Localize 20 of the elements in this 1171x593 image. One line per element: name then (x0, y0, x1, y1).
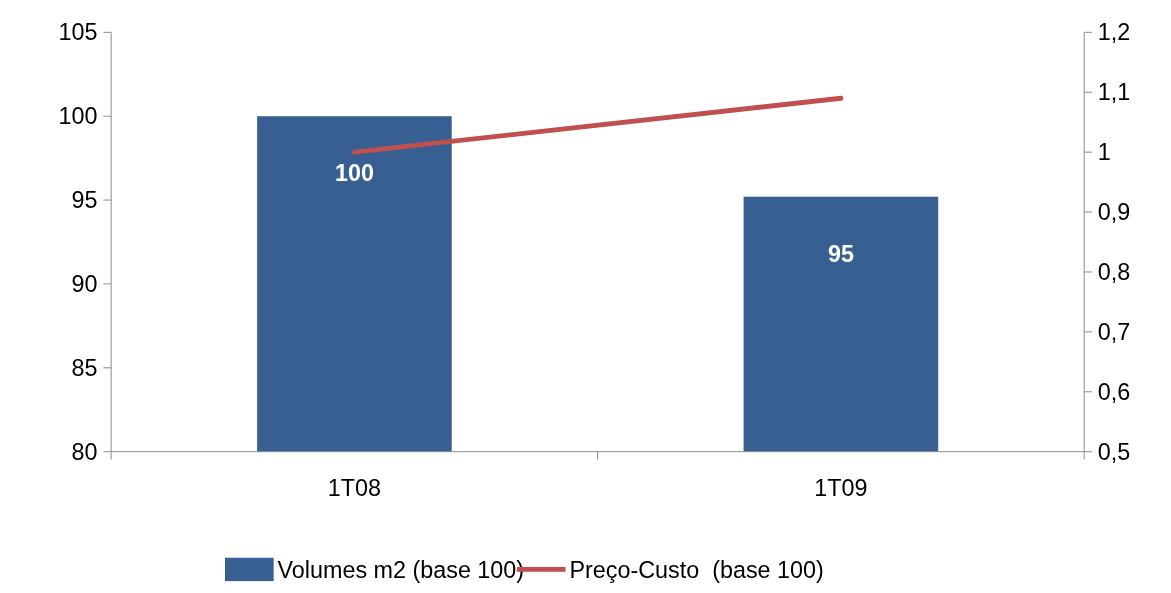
y-tick-label: 90 (71, 271, 98, 298)
y2-tick-label: 1,2 (1097, 19, 1131, 46)
y2-tick-label: 1 (1097, 139, 1111, 166)
data-label: 100 (334, 160, 374, 187)
y-tick-label: 85 (71, 355, 98, 381)
data-label: 95 (827, 240, 854, 267)
legend-label: Volumes m2 (base 100) (277, 556, 525, 583)
y-tick-label: 105 (58, 19, 98, 46)
y-tick-label: 80 (71, 438, 98, 465)
y2-tick-label: 0,5 (1097, 438, 1131, 465)
y2-tick-label: 0,7 (1097, 319, 1131, 346)
y2-tick-label: 0,9 (1097, 199, 1131, 226)
y-tick-label: 95 (71, 187, 98, 214)
y2-tick-label: 0,6 (1097, 378, 1131, 405)
legend-label: Preço-Custo (base 100) (569, 556, 824, 583)
y2-tick-label: 0,8 (1097, 259, 1131, 286)
x-tick-label: 1T09 (814, 475, 868, 502)
y2-tick-label: 1,1 (1097, 79, 1131, 106)
x-tick-label: 1T08 (327, 475, 382, 502)
y-tick-label: 100 (58, 103, 98, 130)
